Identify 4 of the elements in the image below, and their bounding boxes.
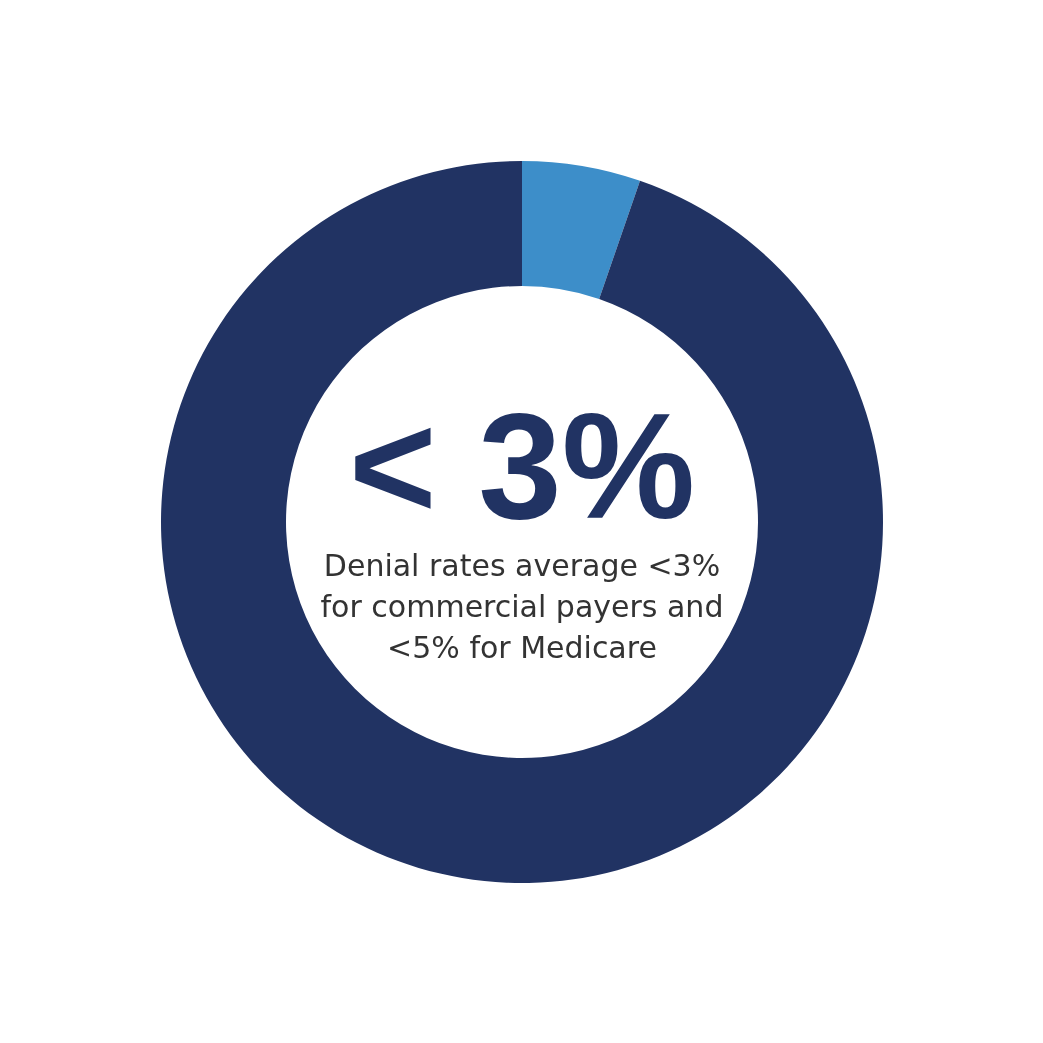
- donut-slice: [161, 161, 883, 883]
- text: < 3%: [348, 382, 696, 550]
- text: Denial rates average <3% for commercial payers and <5% for Medicare: [320, 548, 724, 665]
- donut-slice: [522, 161, 641, 299]
